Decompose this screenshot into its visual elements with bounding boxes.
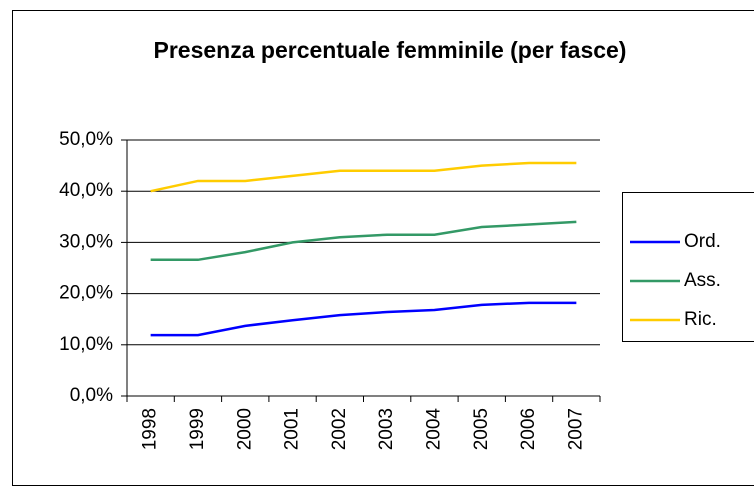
chart-title: Presenza percentuale femminile (per fasc…	[154, 37, 627, 63]
legend-label: Ord.	[684, 231, 721, 252]
x-tick-label: 2005	[471, 408, 492, 450]
x-tick-label: 2007	[565, 408, 586, 450]
x-tick-label: 2006	[518, 408, 539, 450]
x-tick-label: 1998	[140, 408, 161, 450]
x-tick-label: 2000	[234, 408, 255, 450]
series-line	[150, 161, 577, 193]
x-tick-label: 2002	[329, 408, 350, 450]
y-tick-label: 50,0%	[59, 129, 113, 150]
x-tick-label: 2001	[282, 408, 303, 450]
y-tick-label: 40,0%	[59, 180, 113, 201]
y-tick-label: 20,0%	[59, 283, 113, 304]
x-tick-label: 2004	[423, 408, 444, 451]
y-tick-label: 10,0%	[59, 334, 113, 355]
series-line	[150, 220, 577, 262]
y-tick-label: 0,0%	[70, 385, 113, 406]
legend-box	[622, 192, 754, 342]
series-line	[150, 301, 577, 337]
legend-label: Ric.	[684, 309, 717, 330]
legend-label: Ass.	[684, 270, 721, 291]
x-tick-label: 1999	[187, 408, 208, 450]
y-tick-label: 30,0%	[59, 231, 113, 252]
x-tick-label: 2003	[376, 408, 397, 450]
